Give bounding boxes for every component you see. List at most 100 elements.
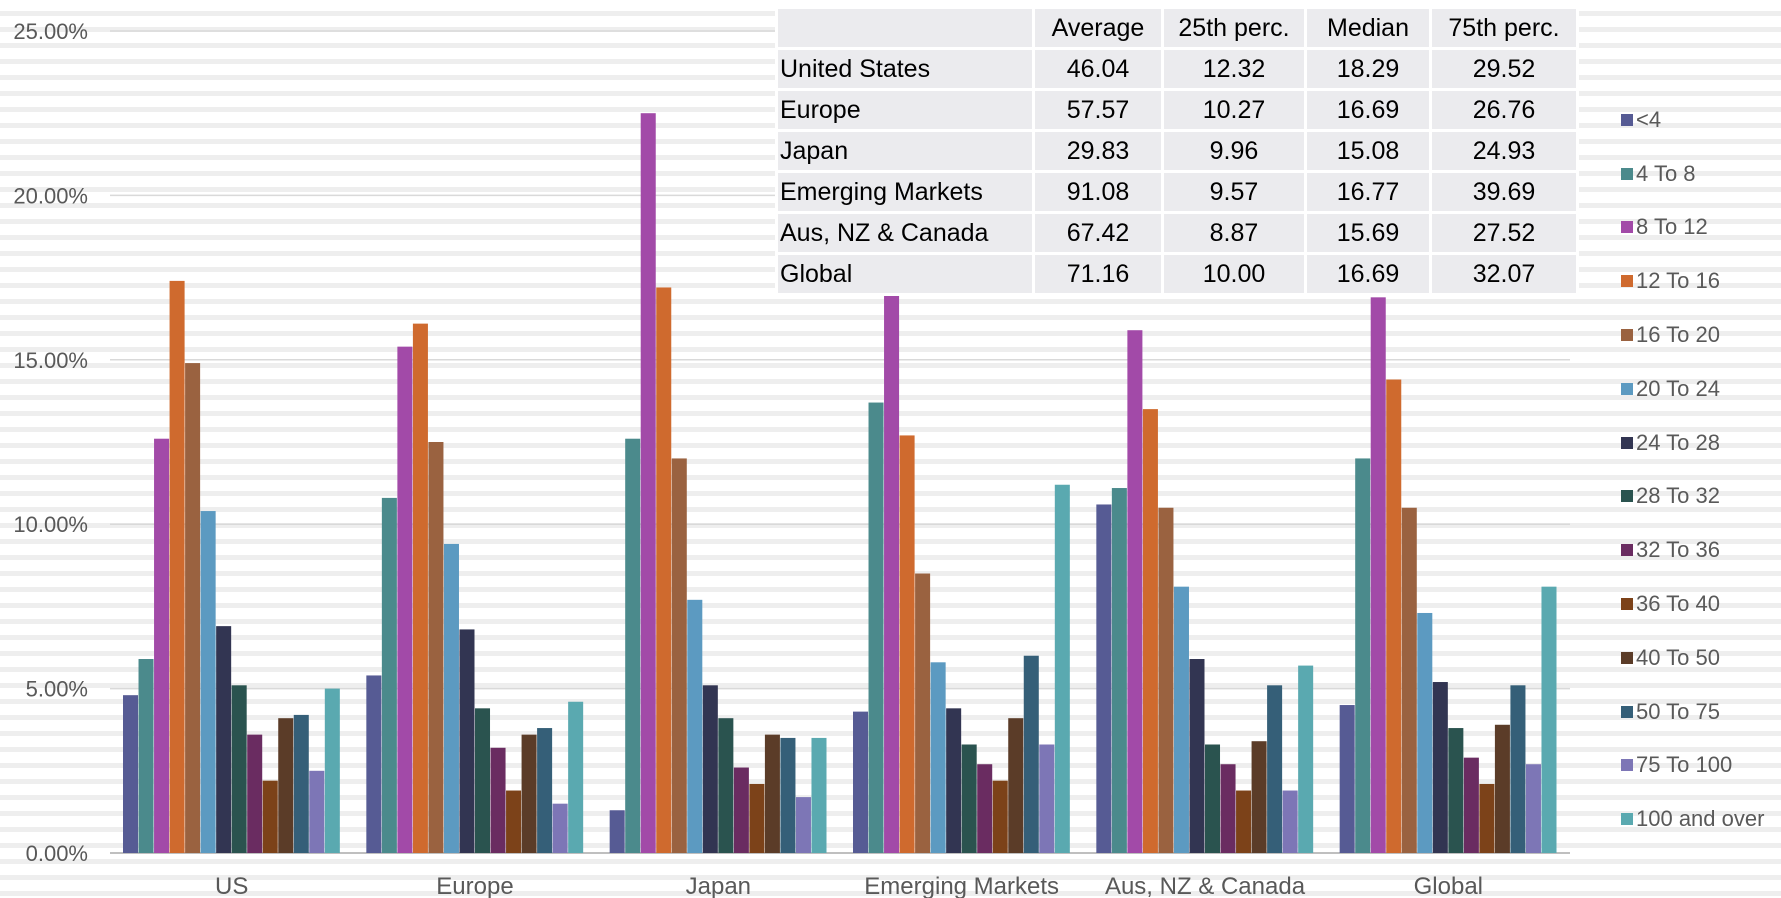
bar [1173, 586, 1189, 853]
bar [780, 737, 796, 853]
table-row: Emerging Markets 91.08 9.57 16.77 39.69 [775, 170, 1579, 214]
bar [1205, 744, 1221, 853]
table-row-label: Aus, NZ & Canada [775, 211, 1035, 255]
legend-item: 8 To 12 [1621, 201, 1781, 255]
bar [718, 718, 734, 853]
table-row: Global 71.16 10.00 16.69 32.07 [775, 252, 1579, 296]
bar [459, 629, 475, 853]
legend-item: 20 To 24 [1621, 362, 1781, 416]
y-tick-label: 10.00% [13, 512, 88, 537]
table-cell: 18.29 [1304, 47, 1432, 91]
legend-label: 50 To 75 [1636, 698, 1721, 724]
legend-label: 100 and over [1636, 806, 1765, 832]
bar [884, 290, 900, 853]
bar [961, 744, 977, 853]
legend-label: 75 To 100 [1636, 752, 1733, 778]
table-cell: 10.27 [1161, 88, 1307, 132]
bar [1432, 682, 1448, 853]
bar [1127, 330, 1143, 853]
bar [154, 438, 170, 853]
table-header-75th: 75th perc. [1429, 6, 1579, 50]
bar [412, 323, 428, 854]
legend-item: 24 To 28 [1621, 416, 1781, 470]
legend-item: 12 To 16 [1621, 254, 1781, 308]
bar [231, 685, 247, 853]
table-cell: 27.52 [1429, 211, 1579, 255]
legend-item: 40 To 50 [1621, 631, 1781, 685]
legend-swatch [1621, 705, 1633, 718]
legend-label: 12 To 16 [1636, 268, 1721, 294]
table-cell: 16.69 [1304, 88, 1432, 132]
table-cell: 67.42 [1032, 211, 1164, 255]
table-row-label: Japan [775, 129, 1035, 173]
table-cell: 16.69 [1304, 252, 1432, 296]
table-header-corner [775, 6, 1035, 50]
bar [552, 803, 568, 853]
legend-swatch [1621, 167, 1633, 180]
y-tick-label: 20.00% [13, 183, 88, 208]
table-cell: 9.57 [1161, 170, 1307, 214]
x-tick-label: US [215, 873, 248, 898]
bar [324, 688, 340, 853]
table-row: Europe 57.57 10.27 16.69 26.76 [775, 88, 1579, 132]
bar [1008, 718, 1024, 853]
bar [1236, 790, 1252, 853]
legend-item: 16 To 20 [1621, 308, 1781, 362]
table-cell: 91.08 [1032, 170, 1164, 214]
bar [200, 511, 216, 853]
bar [185, 363, 201, 853]
bar [397, 346, 413, 853]
bar [1142, 409, 1158, 853]
y-axis: 0.00% 5.00% 10.00% 15.00% 20.00% 25.00% [13, 19, 88, 866]
bar [1541, 586, 1557, 853]
bar [625, 438, 641, 853]
bar [381, 497, 397, 853]
bar [443, 543, 459, 853]
bar [1189, 659, 1205, 853]
bar [123, 695, 139, 853]
bar [930, 662, 946, 853]
legend-swatch [1621, 436, 1633, 449]
table-row-label: Emerging Markets [775, 170, 1035, 214]
bar [1023, 655, 1039, 853]
table-cell: 29.83 [1032, 129, 1164, 173]
legend-item: 28 To 32 [1621, 470, 1781, 524]
table-row: Aus, NZ & Canada 67.42 8.87 15.69 27.52 [775, 211, 1579, 255]
x-tick-label: Japan [686, 873, 751, 898]
table-cell: 12.32 [1161, 47, 1307, 91]
legend-label: 16 To 20 [1636, 322, 1721, 348]
bar [868, 402, 884, 853]
legend-swatch [1621, 275, 1633, 288]
y-tick-label: 25.00% [13, 19, 88, 44]
bar [1267, 685, 1283, 853]
table-cell: 46.04 [1032, 47, 1164, 91]
bar [1158, 507, 1174, 853]
table-row-label: Europe [775, 88, 1035, 132]
table-cell: 71.16 [1032, 252, 1164, 296]
bar [977, 764, 993, 853]
bar [1525, 764, 1541, 853]
legend-swatch [1621, 598, 1633, 611]
bar [992, 780, 1008, 853]
bar [811, 737, 827, 853]
legend-label: 36 To 40 [1636, 591, 1721, 617]
table-cell: 29.52 [1429, 47, 1579, 91]
bar [475, 708, 491, 853]
bar [537, 728, 553, 853]
legend-swatch [1621, 490, 1633, 503]
legend: <4 4 To 8 8 To 12 12 To 16 16 To 20 20 To 24 2… [1621, 93, 1781, 846]
y-tick-label: 5.00% [26, 677, 88, 702]
table-cell: 10.00 [1161, 252, 1307, 296]
table-cell: 39.69 [1429, 170, 1579, 214]
bar [1096, 504, 1112, 853]
legend-swatch [1621, 651, 1633, 664]
legend-item: <4 [1621, 93, 1781, 147]
bar [216, 626, 232, 853]
table-cell: 26.76 [1429, 88, 1579, 132]
bar [490, 747, 506, 853]
legend-swatch [1621, 759, 1633, 772]
table-header-row: Average 25th perc. Median 75th perc. [775, 6, 1579, 50]
bar [1355, 458, 1371, 853]
bar [1111, 488, 1127, 853]
